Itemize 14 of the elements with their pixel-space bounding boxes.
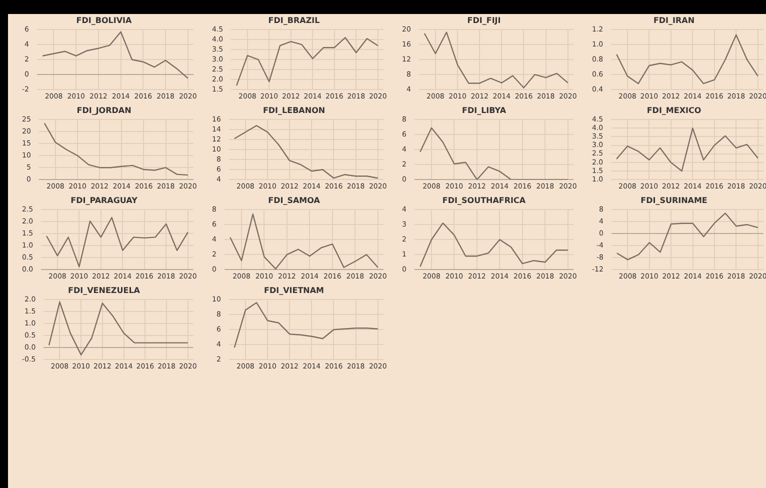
chart-title: FDI_FIJI bbox=[467, 16, 501, 25]
chart-title: FDI_BRAZIL bbox=[268, 16, 320, 25]
chart-title: FDI_BOLIVIA bbox=[76, 16, 133, 25]
chart-title: FDI_LEBANON bbox=[262, 106, 326, 115]
chart-title: FDI_LIBYA bbox=[462, 106, 507, 115]
chart-title: FDI_PARAGUAY bbox=[70, 196, 138, 205]
chart-title: FDI_SURINAME bbox=[640, 196, 708, 205]
chart-title: FDI_SAMOA bbox=[268, 196, 321, 205]
chart-title: FDI_MEXICO bbox=[646, 106, 702, 115]
chart-title: FDI_IRAN bbox=[653, 16, 695, 25]
chart-title: FDI_VENEZUELA bbox=[68, 286, 141, 295]
chart-title: FDI_SOUTHAFRICA bbox=[442, 196, 526, 205]
chart-title: FDI_JORDAN bbox=[76, 106, 132, 115]
chart-title: FDI_VIETNAM bbox=[264, 286, 324, 295]
